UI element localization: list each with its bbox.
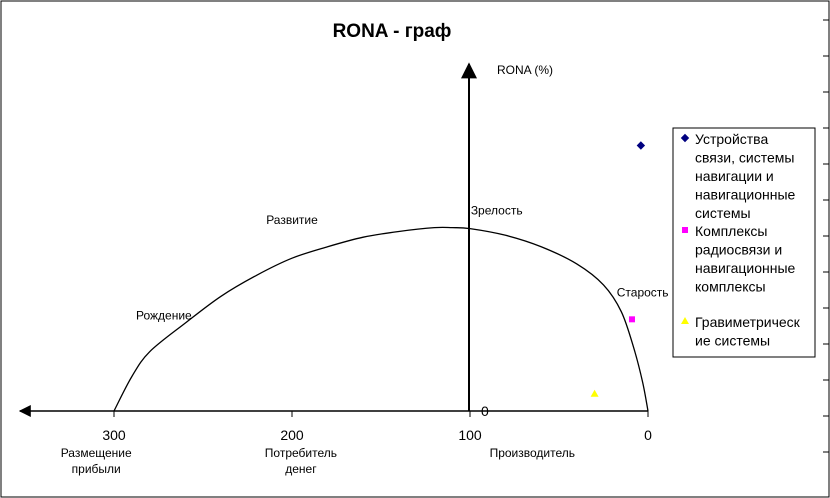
x-category-label: Производитель: [490, 446, 575, 460]
data-point: [636, 141, 646, 150]
x-tick-label: 100: [458, 427, 482, 443]
legend-entry: Устройства связи, системы навигации и навиг…: [695, 131, 796, 221]
legend-marker: [680, 133, 690, 143]
lifecycle-curve: [113, 226, 649, 412]
legend-marker: [682, 227, 688, 233]
x-tick-label: 0: [644, 427, 652, 443]
x-category-label: Размещение прибыли: [61, 446, 132, 476]
chart-title: RONA - граф: [333, 21, 452, 42]
data-point: [590, 389, 599, 397]
stage-label: Рождение: [136, 308, 192, 322]
x-category-label: Потребитель денег: [265, 446, 337, 476]
legend-marker: [681, 317, 689, 324]
stage-label: Старость: [617, 285, 669, 299]
data-point: [628, 316, 635, 323]
y-zero-label: 0: [481, 403, 489, 419]
legend-box: [672, 127, 816, 358]
x-tick-label: 300: [102, 427, 126, 443]
stage-label: Развитие: [266, 213, 318, 227]
x-tick-label: 200: [280, 427, 304, 443]
y-axis-label: RONA (%): [497, 63, 553, 77]
legend-entry: Комплексы радиосвязи и навигационные компле…: [695, 223, 796, 295]
right-edge-ticks: [823, 19, 829, 453]
legend-entry: Гравиметрическ ие системы: [695, 314, 801, 349]
stage-label: Зрелость: [471, 203, 523, 217]
